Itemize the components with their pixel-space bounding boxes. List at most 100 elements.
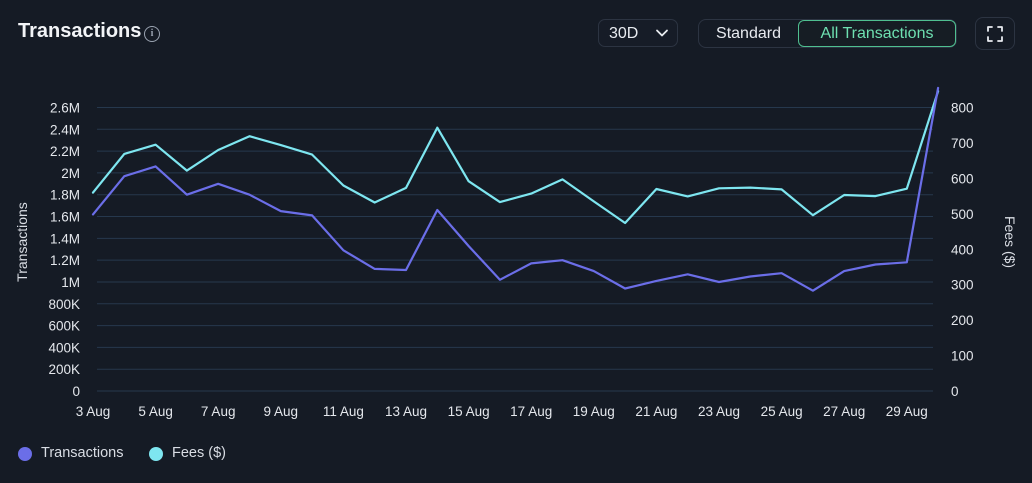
fees-point[interactable] [717, 187, 720, 190]
fees-point[interactable] [561, 178, 564, 181]
fees-point[interactable] [592, 200, 595, 203]
fees-point[interactable] [217, 148, 220, 151]
fees-point[interactable] [185, 169, 188, 172]
legend-item-transactions[interactable]: Transactions [18, 444, 138, 464]
transactions-series-line[interactable] [91, 86, 940, 292]
transactions-point[interactable] [123, 175, 126, 178]
all-transactions-toggle-button[interactable]: All Transactions [798, 20, 956, 47]
transactions-point[interactable] [874, 263, 877, 266]
fees-point[interactable] [311, 153, 314, 156]
y-right-tick-label: 400 [951, 242, 974, 257]
standard-toggle-button[interactable]: Standard [716, 25, 781, 42]
transactions-point[interactable] [780, 272, 783, 275]
x-tick-label: 5 Aug [138, 404, 173, 419]
fees-point[interactable] [342, 184, 345, 187]
fees-point[interactable] [811, 214, 814, 217]
legend-label-transactions: Transactions [41, 445, 124, 461]
legend-dot-fees [149, 447, 163, 461]
fees-point[interactable] [498, 201, 501, 204]
x-tick-label: 3 Aug [76, 404, 111, 419]
fees-point[interactable] [467, 180, 470, 183]
fees-point[interactable] [843, 193, 846, 196]
transactions-point[interactable] [905, 261, 908, 264]
y-right-tick-label: 500 [951, 207, 974, 222]
y-axis-right-label: Fees ($) [1002, 216, 1018, 268]
fees-point[interactable] [248, 135, 251, 138]
x-tick-label: 13 Aug [385, 404, 427, 419]
y-right-tick-label: 600 [951, 171, 974, 186]
transactions-point[interactable] [749, 275, 752, 278]
x-tick-label: 27 Aug [823, 404, 865, 419]
fees-point[interactable] [749, 186, 752, 189]
transactions-point[interactable] [436, 208, 439, 211]
y-left-tick-label: 1.8M [50, 188, 80, 203]
transactions-point[interactable] [279, 209, 282, 212]
transactions-point[interactable] [311, 214, 314, 217]
transactions-point[interactable] [530, 262, 533, 265]
fees-point[interactable] [404, 186, 407, 189]
y-left-tick-label: 800K [48, 297, 80, 312]
transactions-point[interactable] [217, 182, 220, 185]
fees-point[interactable] [624, 221, 627, 224]
expand-button[interactable] [975, 17, 1015, 50]
transactions-point[interactable] [624, 287, 627, 290]
expand-icon [987, 26, 1003, 42]
fees-point[interactable] [874, 194, 877, 197]
y-left-tick-label: 1.4M [50, 231, 80, 246]
transactions-point[interactable] [342, 249, 345, 252]
y-left-tick-label: 2.2M [50, 144, 80, 159]
transactions-point[interactable] [561, 259, 564, 262]
y-left-tick-label: 400K [48, 340, 80, 355]
transactions-point[interactable] [717, 280, 720, 283]
transactions-chart: 0 200K 400K 600K 800K 1M 1.2M 1.4M 1.6M 1.8M 2M 2.2… [14, 86, 1018, 419]
y-left-tick-label: 1M [61, 275, 80, 290]
y-right-tick-label: 0 [951, 384, 959, 399]
fees-point[interactable] [530, 192, 533, 195]
fees-point[interactable] [279, 143, 282, 146]
transactions-point[interactable] [467, 244, 470, 247]
fees-point[interactable] [123, 152, 126, 155]
x-tick-label: 25 Aug [761, 404, 803, 419]
fees-point[interactable] [154, 143, 157, 146]
legend-item-fees[interactable]: Fees ($) [149, 444, 239, 464]
fees-series-line[interactable] [91, 90, 940, 225]
transactions-point[interactable] [843, 269, 846, 272]
legend-label-fees: Fees ($) [172, 445, 226, 461]
chevron-down-icon [656, 29, 668, 37]
x-tick-label: 19 Aug [573, 404, 615, 419]
x-tick-label: 15 Aug [448, 404, 490, 419]
fees-point[interactable] [373, 201, 376, 204]
y-right-tick-label: 300 [951, 278, 974, 293]
fees-point[interactable] [91, 191, 94, 194]
time-range-dropdown[interactable]: 30D [598, 19, 678, 47]
page-title: Transactions [18, 20, 142, 42]
x-tick-label: 11 Aug [323, 404, 364, 419]
transactions-point[interactable] [404, 268, 407, 271]
transactions-point[interactable] [248, 193, 251, 196]
fees-point[interactable] [686, 195, 689, 198]
transactions-point[interactable] [185, 193, 188, 196]
transactions-point[interactable] [498, 278, 501, 281]
fees-point[interactable] [655, 187, 658, 190]
fees-point[interactable] [436, 126, 439, 129]
transactions-point[interactable] [373, 267, 376, 270]
legend-dot-transactions [18, 447, 32, 461]
transactions-point[interactable] [686, 273, 689, 276]
transactions-point[interactable] [937, 86, 940, 89]
y-right-tick-label: 700 [951, 136, 974, 151]
transactions-point[interactable] [811, 289, 814, 292]
transactions-point[interactable] [592, 269, 595, 272]
transactions-point[interactable] [91, 213, 94, 216]
y-left-tick-label: 2M [61, 166, 80, 181]
transactions-point[interactable] [655, 279, 658, 282]
x-tick-label: 7 Aug [201, 404, 236, 419]
transactions-point[interactable] [154, 165, 157, 168]
x-tick-label: 21 Aug [635, 404, 677, 419]
fees-point[interactable] [905, 187, 908, 190]
y-left-tick-label: 1.6M [50, 210, 80, 225]
y-left-tick-label: 2.4M [50, 122, 80, 137]
info-icon[interactable]: i [144, 26, 160, 42]
fees-point[interactable] [780, 188, 783, 191]
view-toggle: Standard All Transactions [698, 19, 957, 48]
y-right-tick-label: 800 [951, 101, 974, 116]
